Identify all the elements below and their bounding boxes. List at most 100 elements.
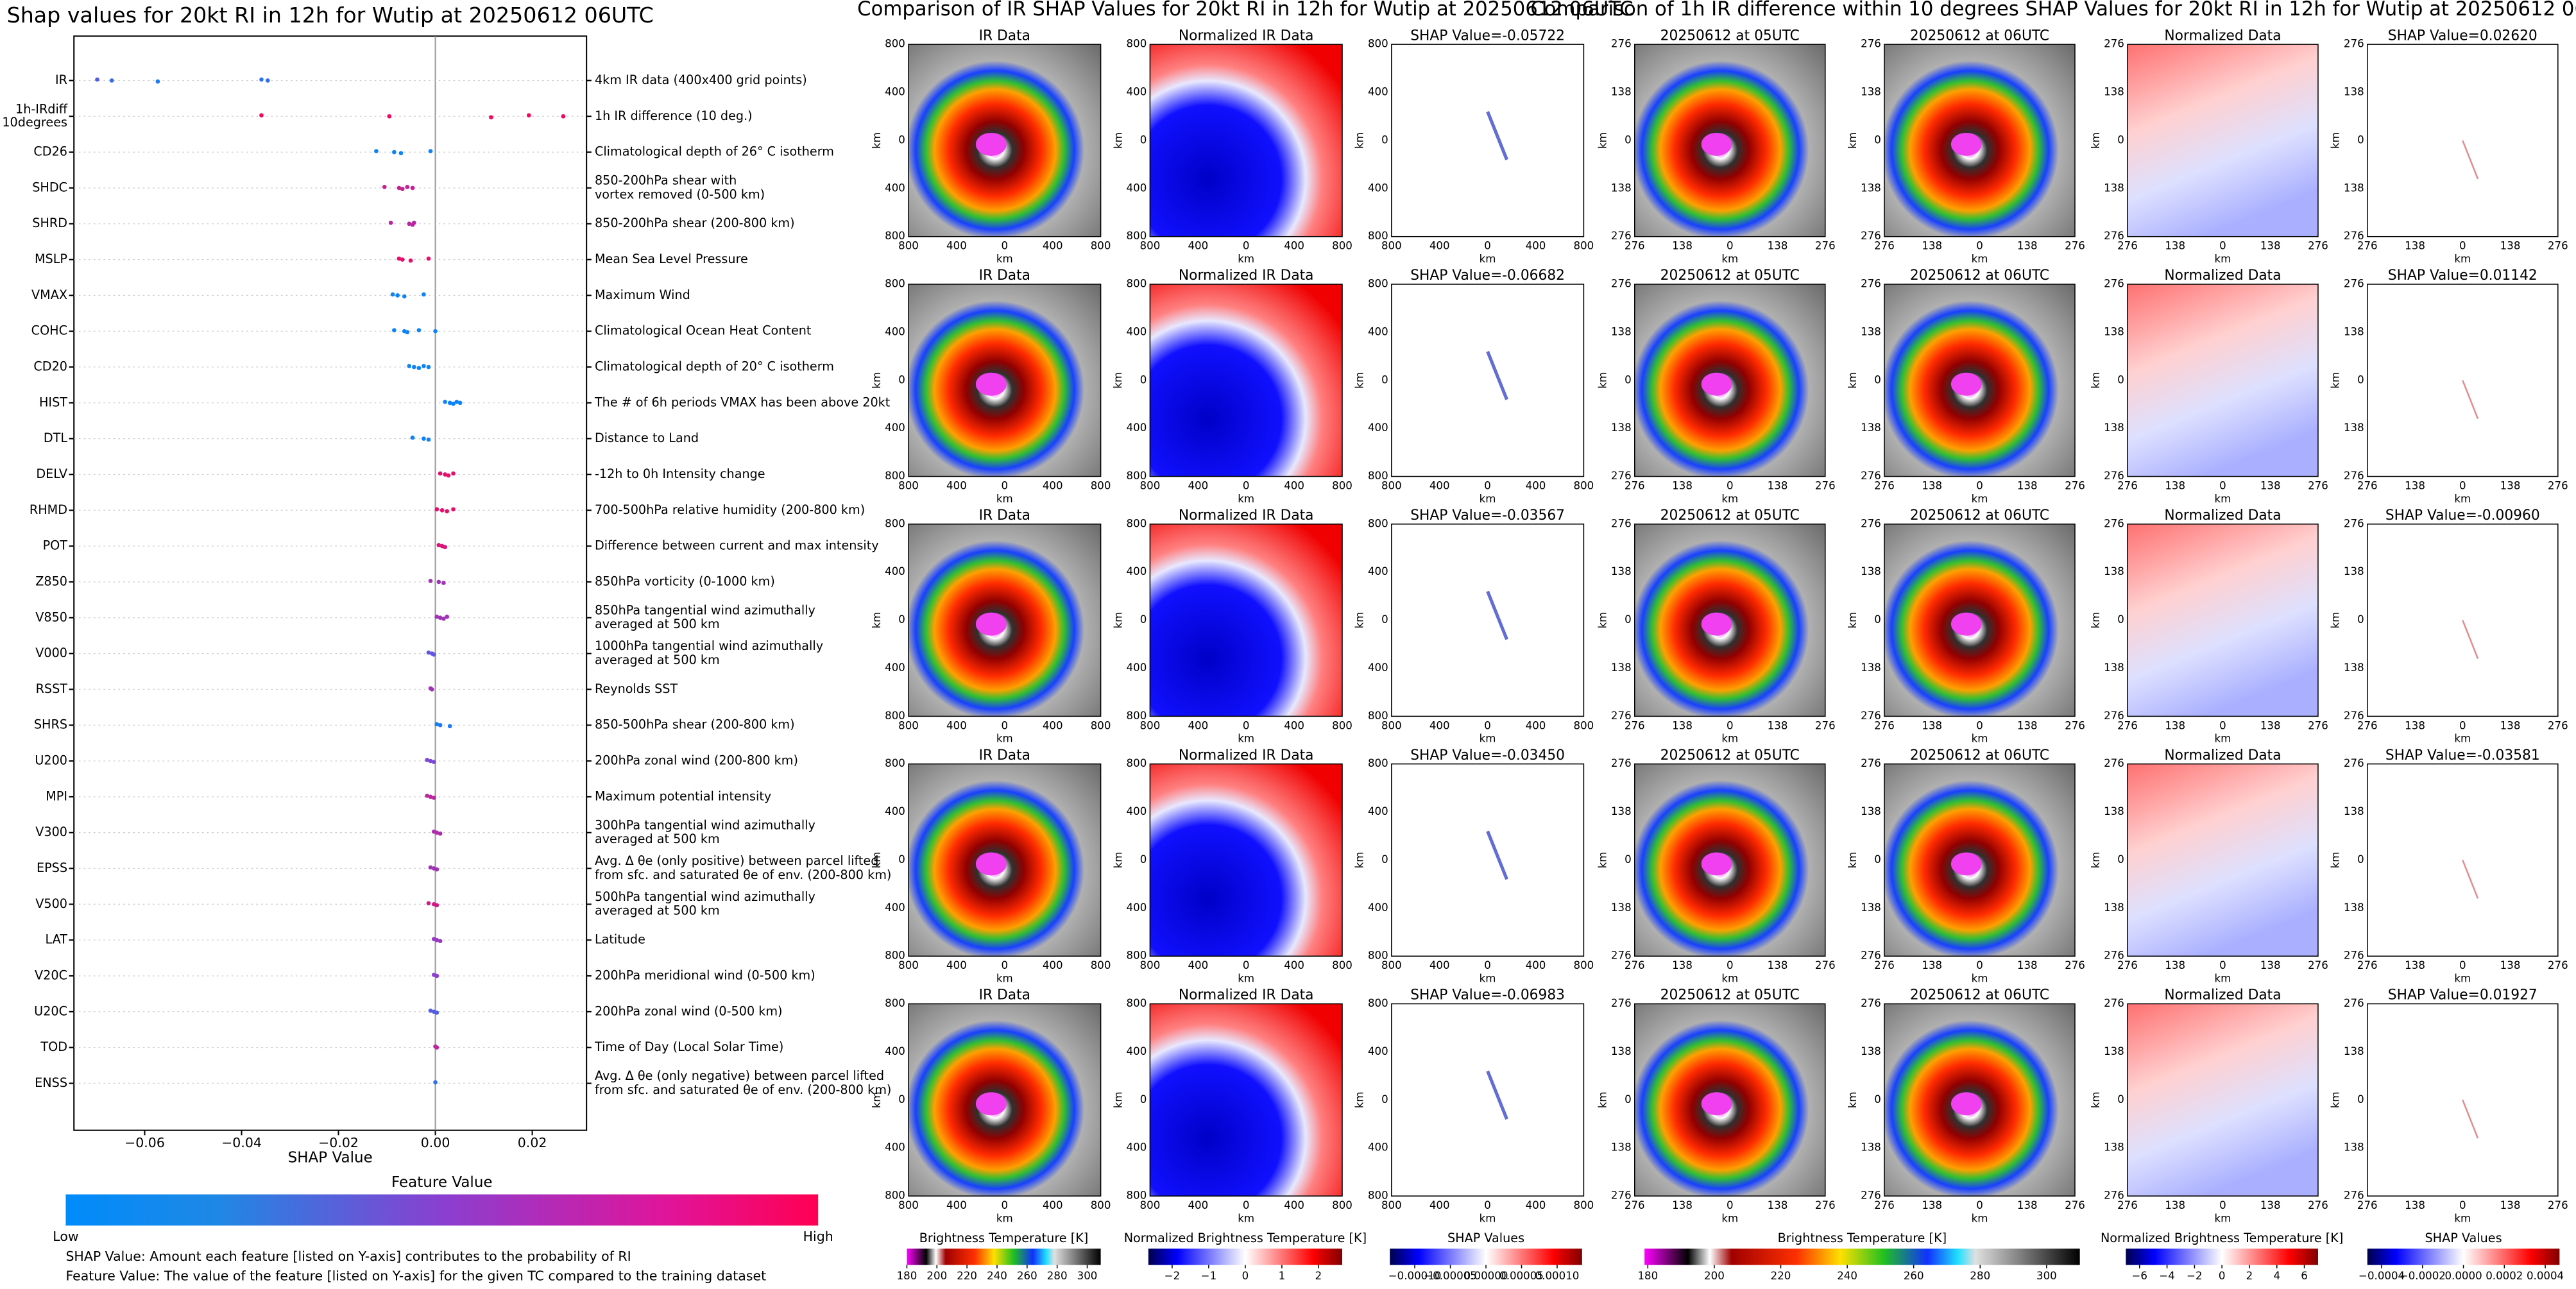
shap-point: [434, 614, 439, 619]
x-tick-label: 0: [1484, 959, 1491, 971]
panel-title: 20250612 at 06UTC: [1910, 268, 2049, 284]
y-axis-label: km: [1354, 1091, 1366, 1108]
shap-point: [443, 545, 447, 549]
x-tick-label: 400: [946, 719, 967, 731]
y-axis-label: km: [1597, 372, 1609, 389]
image-panel: [1149, 284, 1343, 477]
feature-description: Time of Day (Local Solar Time): [594, 1039, 783, 1054]
colorbar-tick-label: 0.0002: [2486, 1270, 2523, 1282]
feature-label: IR: [55, 73, 67, 87]
y-tick-label: 0: [898, 853, 905, 866]
x-tick-label: 138: [1672, 479, 1693, 491]
x-axis-label: km: [2454, 973, 2471, 985]
y-tick-label: 400: [1368, 325, 1388, 337]
shap-point: [454, 399, 459, 404]
x-tick-label: 0: [2219, 719, 2226, 731]
colorbar-tick-label: 0.00010: [1535, 1270, 1580, 1282]
y-tick-label: 400: [1368, 901, 1388, 914]
y-tick-label: 276: [1611, 1190, 1632, 1202]
x-tick-label: 138: [2260, 479, 2281, 491]
x-tick-label: 0: [1976, 959, 1983, 971]
y-tick-label: 0: [1140, 373, 1147, 386]
y-axis-label: km: [2090, 612, 2102, 629]
x-tick-label: 138: [2260, 1199, 2281, 1211]
x-tick-label: 276: [1874, 479, 1895, 491]
y-tick-label: 138: [1611, 901, 1632, 914]
y-tick-label: 276: [2104, 757, 2124, 769]
y-tick-label: 800: [885, 470, 905, 482]
x-tick-label: 0: [2219, 959, 2226, 971]
x-tick-label: 138: [2017, 240, 2038, 252]
image-panel: [2127, 763, 2319, 957]
x-tick-label: 138: [1922, 719, 1942, 731]
feature-description: The # of 6h periods VMAX has been above …: [594, 395, 891, 409]
y-tick-label: 276: [1611, 950, 1632, 962]
feature-label: SHRS: [34, 717, 67, 732]
x-axis-label: km: [2215, 973, 2231, 985]
y-tick-label: 276: [1611, 517, 1632, 529]
y-axis-label: km: [1354, 132, 1366, 149]
panel-title: SHAP Value=-0.05722: [1410, 28, 1565, 44]
y-axis-label: km: [2330, 612, 2342, 629]
x-tick-label: 400: [1526, 959, 1546, 971]
shap-point: [397, 256, 402, 261]
x-tick-label: 400: [1526, 240, 1546, 252]
image-panel: [2127, 44, 2319, 237]
shap-point: [390, 292, 395, 297]
colorbar-tick-label: 2: [1315, 1270, 1322, 1282]
panel-title: Normalized Data: [2164, 508, 2281, 524]
feature-description: 200hPa meridional wind (0-500 km): [595, 968, 815, 982]
feature-label: DTL: [44, 431, 67, 445]
y-tick-label: 276: [2104, 517, 2124, 529]
colorbar-label: Brightness Temperature [K]: [1778, 1231, 1947, 1245]
y-tick-label: 0: [1140, 1093, 1147, 1105]
y-tick-label: 400: [1127, 1045, 1147, 1057]
y-tick-label: 800: [1127, 277, 1147, 289]
x-tick-label: 276: [2308, 240, 2328, 252]
y-tick-label: 276: [2344, 38, 2364, 50]
x-tick-label: 400: [1188, 1199, 1208, 1211]
shap-point: [489, 115, 493, 120]
shap-point: [428, 579, 433, 583]
x-tick-label: 400: [946, 479, 967, 491]
x-tick-label: 276: [2308, 959, 2328, 971]
x-tick-label: 138: [2405, 719, 2425, 731]
y-tick-label: 800: [885, 230, 905, 242]
y-axis-label: km: [2090, 1091, 2102, 1108]
x-tick-label: 138: [1922, 240, 1942, 252]
x-tick-label: 138: [2017, 1199, 2038, 1211]
y-tick-label: 276: [1861, 710, 1881, 722]
panel-title: 20250612 at 06UTC: [1910, 747, 2049, 764]
y-tick-label: 138: [2104, 86, 2124, 98]
x-tick-label: 276: [1874, 719, 1895, 731]
shap-point: [259, 77, 264, 82]
y-axis-label: km: [1112, 852, 1124, 869]
x-tick-label: 276: [2065, 959, 2085, 971]
feature-label: DELV: [36, 466, 67, 481]
x-tick-label: 400: [1284, 959, 1304, 971]
x-tick-label: 0: [1484, 1199, 1491, 1211]
x-tick-label: 0: [1243, 959, 1250, 971]
x-tick-label: 138: [2165, 1199, 2185, 1211]
x-tick-label: 0: [2459, 719, 2466, 731]
shap-point: [436, 579, 441, 585]
y-tick-label: 138: [2344, 805, 2364, 817]
shap-point: [445, 509, 450, 514]
y-tick-label: 138: [1861, 901, 1881, 914]
y-tick-label: 800: [885, 517, 905, 529]
shap-point: [431, 796, 436, 800]
x-axis-label: km: [2215, 1212, 2231, 1224]
y-tick-label: 0: [1625, 373, 1632, 386]
x-tick-label: 0: [1727, 479, 1734, 491]
colorbar-tick-label: 200: [926, 1270, 947, 1282]
y-tick-label: 138: [2104, 805, 2124, 817]
feature-description: Climatological depth of 20° C isotherm: [595, 359, 834, 374]
y-tick-label: 800: [1127, 950, 1147, 962]
y-tick-label: 0: [1140, 613, 1147, 626]
x-axis-label: km: [1238, 493, 1254, 505]
colorbar-high: High: [803, 1229, 833, 1244]
shap-point: [451, 507, 456, 512]
feature-label: ENSS: [35, 1075, 67, 1090]
y-tick-label: 800: [1368, 1190, 1388, 1202]
y-tick-label: 800: [1368, 950, 1388, 962]
